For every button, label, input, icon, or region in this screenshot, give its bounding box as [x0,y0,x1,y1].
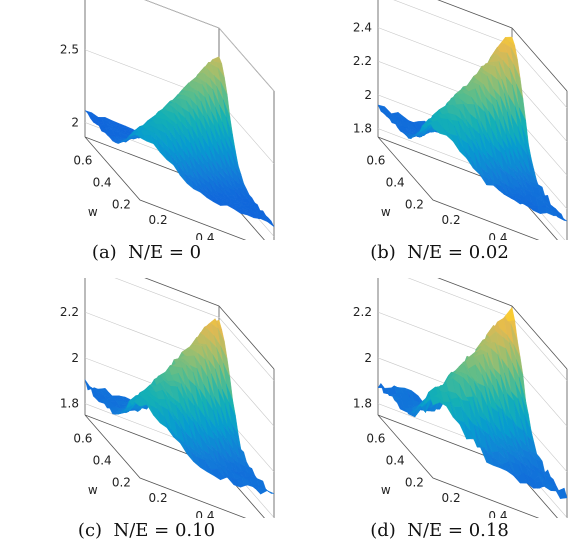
caption-d: (d) N/E = 0.18 [370,520,509,541]
w-tick-label: 0.2 [112,475,131,489]
w-tick-label: 0.2 [112,197,131,211]
z-tick-label: 2 [364,351,372,365]
caption-b: (b) N/E = 0.02 [370,242,509,263]
surface-d [377,306,568,499]
z-tick-label: 2.4 [353,21,372,35]
w-tick-label: 0.4 [386,175,405,189]
v-tick-label: 0.4 [488,231,507,240]
z-tick-label: 2.6 [353,0,372,1]
v-tick-label: 0.4 [488,509,507,518]
w-tick-label: 0.2 [405,475,424,489]
w-tick-label: 0.2 [405,197,424,211]
w-tick-label: 0.4 [93,175,112,189]
w-tick-label: 0.6 [366,431,385,445]
w-tick-label: 0.4 [386,453,405,467]
surface-plot-a: 22.5310⁴0.60.40.20.20.40.6wv [60,0,275,240]
panel-c: 1.822.22.410⁴0.60.40.20.20.40.6wv (c) N/… [0,278,293,556]
surface-plot-d: 1.822.22.410⁴0.60.40.20.20.40.6wv [353,278,568,518]
w-axis-label: w [381,483,391,497]
surface-plot-c: 1.822.22.410⁴0.60.40.20.20.40.6wv [60,278,275,518]
surface-c [84,318,275,495]
z-tick-label: 2.2 [353,54,372,68]
z-tick-label: 2 [71,115,79,129]
z-tick-label: 2.2 [353,305,372,319]
z-tick-label: 2.5 [60,43,79,57]
v-tick-label: 0.4 [195,509,214,518]
v-tick-label: 0.2 [442,213,461,227]
surface-a [84,56,275,227]
v-tick-label: 0.2 [149,213,168,227]
surface-plot-b: 1.822.22.42.610⁴0.60.40.20.20.40.6wv [353,0,568,240]
w-axis-label: w [381,205,391,219]
caption-a: (a) N/E = 0 [91,242,202,263]
w-tick-label: 0.6 [73,431,92,445]
w-axis-label: w [88,483,98,497]
z-tick-label: 1.8 [353,397,372,411]
w-tick-label: 0.6 [366,153,385,167]
panel-a: 22.5310⁴0.60.40.20.20.40.6wv (a) N/E = 0 [0,0,293,278]
w-tick-label: 0.6 [73,153,92,167]
w-axis-label: w [88,205,98,219]
z-tick-label: 2 [364,88,372,102]
v-tick-label: 0.2 [149,491,168,505]
w-tick-label: 0.4 [93,453,112,467]
v-tick-label: 0.2 [442,491,461,505]
caption-c: (c) N/E = 0.10 [77,520,216,541]
v-tick-label: 0.4 [195,231,214,240]
panel-b: 1.822.22.42.610⁴0.60.40.20.20.40.6wv (b)… [293,0,586,278]
surface-b [377,36,568,222]
z-tick-label: 1.8 [60,397,79,411]
z-tick-label: 2 [71,351,79,365]
z-tick-label: 1.8 [353,122,372,136]
z-tick-label: 2.2 [60,305,79,319]
panel-d: 1.822.22.410⁴0.60.40.20.20.40.6wv (d) N/… [293,278,586,556]
